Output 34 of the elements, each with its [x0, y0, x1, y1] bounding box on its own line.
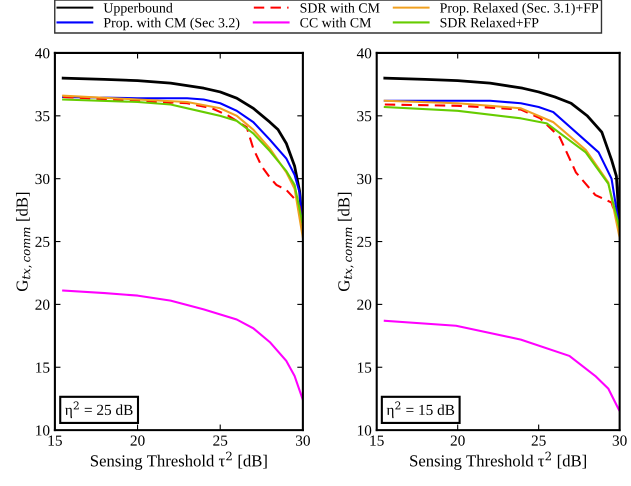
y-axis-title: G$_{tx,comm}$ [dB] [338, 192, 354, 292]
x-axis-title: Sensing Threshold τ$^{2}$ [dB] [410, 452, 586, 470]
y-tick-label: 10 [358, 425, 372, 436]
y-tick-label: 30 [357, 174, 372, 184]
x-tick-label: 25 [213, 435, 228, 446]
y-tick-label: 20 [35, 300, 50, 310]
y-tick-label: 40 [356, 48, 372, 58]
y-tick-label: 15 [358, 362, 372, 373]
legend-label: SDR Relaxed+FP [440, 18, 538, 28]
legend-label: SDR with CM [300, 2, 380, 13]
y-tick-label: 25 [357, 236, 372, 247]
x-axis-title: Sensing Threshold τ$^{2}$ [dB] [90, 452, 267, 470]
x-tick-label: 30 [612, 435, 627, 446]
annotation: η$^{2}$ = 15 dB [386, 401, 454, 418]
legend-label: Prop. Relaxed (Sec. 3.1)+FP [440, 2, 598, 16]
y-axis-title: G$_{tx,comm}$ [dB] [16, 192, 32, 292]
y-tick-label: 35 [35, 111, 50, 122]
x-tick-label: 20 [450, 435, 465, 446]
x-tick-label: 25 [532, 435, 546, 446]
y-tick-label: 35 [357, 111, 372, 122]
y-tick-label: 30 [35, 174, 50, 184]
x-tick-label: 15 [370, 435, 384, 446]
annotation: η$^{2}$ = 25 dB [65, 401, 133, 418]
x-tick-label: 30 [296, 435, 310, 446]
legend-label: Prop. with CM (Sec 3.2) [104, 18, 240, 30]
y-tick-label: 10 [36, 425, 50, 436]
y-tick-label: 20 [357, 300, 372, 310]
y-tick-label: 40 [35, 48, 50, 58]
x-tick-label: 15 [48, 435, 62, 446]
x-tick-label: 20 [130, 435, 145, 446]
legend-label: CC with CM [300, 18, 372, 28]
y-tick-label: 25 [35, 236, 50, 247]
legend-label: Upperbound [104, 2, 173, 16]
y-tick-label: 15 [36, 362, 50, 373]
